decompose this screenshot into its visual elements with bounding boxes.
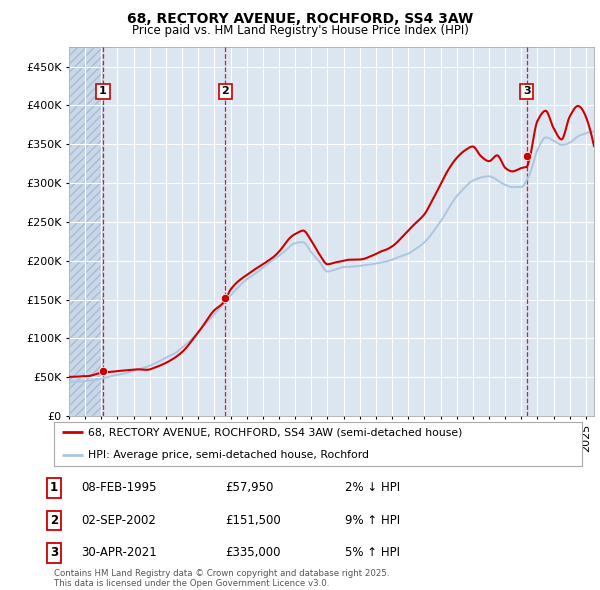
Text: 2: 2 [50, 514, 58, 527]
Text: 1: 1 [99, 87, 107, 96]
Text: 2% ↓ HPI: 2% ↓ HPI [345, 481, 400, 494]
Text: 9% ↑ HPI: 9% ↑ HPI [345, 514, 400, 527]
Text: Price paid vs. HM Land Registry's House Price Index (HPI): Price paid vs. HM Land Registry's House … [131, 24, 469, 37]
Text: 5% ↑ HPI: 5% ↑ HPI [345, 546, 400, 559]
Text: 1: 1 [50, 481, 58, 494]
Text: 2: 2 [221, 87, 229, 96]
Text: 08-FEB-1995: 08-FEB-1995 [81, 481, 157, 494]
Text: £57,950: £57,950 [225, 481, 274, 494]
Text: 68, RECTORY AVENUE, ROCHFORD, SS4 3AW: 68, RECTORY AVENUE, ROCHFORD, SS4 3AW [127, 12, 473, 26]
Text: £151,500: £151,500 [225, 514, 281, 527]
Text: 02-SEP-2002: 02-SEP-2002 [81, 514, 156, 527]
Text: 30-APR-2021: 30-APR-2021 [81, 546, 157, 559]
Text: £335,000: £335,000 [225, 546, 281, 559]
Text: Contains HM Land Registry data © Crown copyright and database right 2025.
This d: Contains HM Land Registry data © Crown c… [54, 569, 389, 588]
Text: HPI: Average price, semi-detached house, Rochford: HPI: Average price, semi-detached house,… [88, 450, 370, 460]
Text: 68, RECTORY AVENUE, ROCHFORD, SS4 3AW (semi-detached house): 68, RECTORY AVENUE, ROCHFORD, SS4 3AW (s… [88, 428, 463, 437]
Text: 3: 3 [523, 87, 530, 96]
Bar [69, 47, 103, 416]
Text: 3: 3 [50, 546, 58, 559]
